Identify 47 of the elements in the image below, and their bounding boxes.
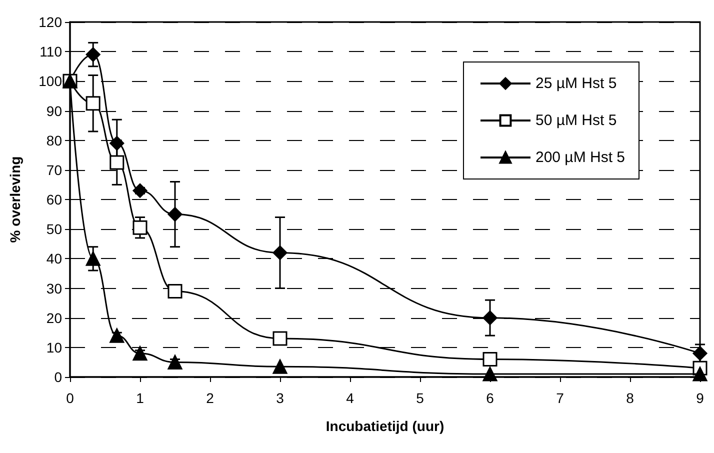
point (272, 246, 288, 260)
x-tick-label: 9 (696, 390, 704, 406)
point (168, 207, 182, 222)
point (168, 284, 182, 298)
y-tick-label: 120 (38, 14, 62, 30)
y-tick-label: 100 (38, 73, 62, 90)
point (86, 47, 100, 62)
legend-label: 200 µM Hst 5 (535, 149, 626, 166)
y-tick-label: 70 (46, 162, 62, 178)
point (132, 346, 148, 361)
x-tick-label: 5 (416, 390, 424, 406)
y-tick-label: 110 (40, 44, 62, 60)
point (110, 328, 124, 343)
legend-label: 50 µM Hst 5 (535, 112, 617, 129)
x-axis-title: Incubatietijd (uur) (326, 418, 444, 434)
x-tick-label: 2 (206, 390, 214, 406)
point (692, 366, 708, 382)
y-axis-title: % overleving (7, 156, 23, 243)
x-tick-label: 0 (66, 390, 74, 406)
point (272, 331, 288, 346)
y-tick-label: 10 (46, 339, 62, 356)
legend-label: 25 µM Hst 5 (535, 75, 617, 92)
point (272, 359, 288, 374)
x-tick-label: 3 (276, 390, 284, 406)
point (482, 310, 498, 326)
point (482, 352, 498, 366)
x-tick-label: 1 (136, 390, 144, 406)
point (482, 366, 498, 382)
point (132, 183, 148, 198)
y-tick-label: 80 (46, 132, 62, 148)
x-tick-label: 7 (556, 390, 564, 406)
y-tick-label: 20 (46, 310, 62, 326)
y-tick-label: 30 (46, 280, 62, 296)
point (110, 155, 124, 170)
x-tick-label: 8 (626, 390, 634, 406)
point (110, 136, 124, 151)
point (86, 96, 100, 111)
x-tick-label: 6 (486, 390, 494, 406)
y-tick-label: 50 (46, 221, 62, 238)
point (86, 251, 100, 266)
y-tick-label: 40 (46, 250, 62, 267)
y-tick-label: 0 (54, 369, 62, 385)
y-tick-label: 60 (46, 192, 62, 208)
x-tick-label: 4 (346, 390, 354, 406)
point (132, 220, 148, 235)
point (168, 354, 182, 370)
y-tick-label: 90 (46, 102, 62, 119)
